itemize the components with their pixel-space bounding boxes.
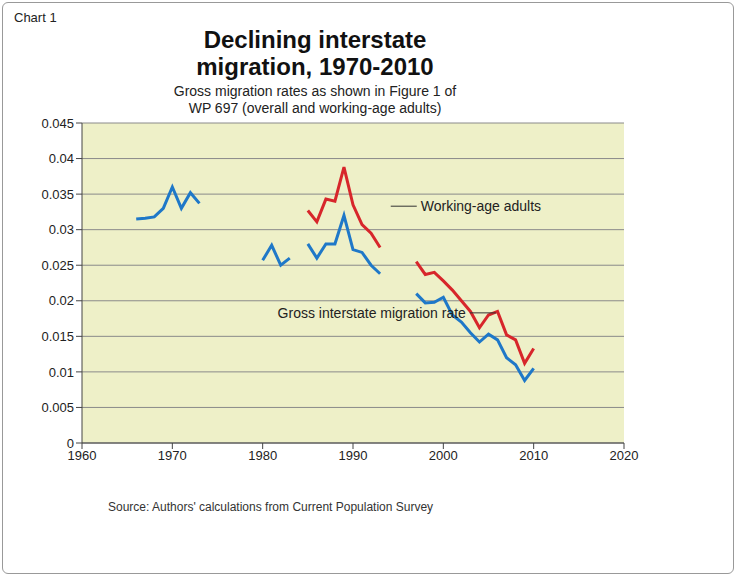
- svg-text:0.025: 0.025: [41, 258, 74, 273]
- html-text:Chart 1: Chart 1: [14, 10, 57, 25]
- svg-text:0.02: 0.02: [49, 293, 74, 308]
- svg-text:Working-age adults: Working-age adults: [421, 198, 541, 214]
- html-text:Declining interstate migration: Declining interstate migration, 1970-201…: [196, 26, 434, 80]
- svg-text:Gross interstate migration rat: Gross interstate migration rate: [278, 305, 467, 321]
- svg-text:2020: 2020: [610, 448, 639, 463]
- svg-text:1990: 1990: [339, 448, 368, 463]
- svg-text:0.005: 0.005: [41, 400, 74, 415]
- svg-text:0: 0: [67, 436, 74, 451]
- svg-text:0.03: 0.03: [49, 222, 74, 237]
- svg-text:0.045: 0.045: [41, 116, 74, 131]
- svg-text:2000: 2000: [429, 448, 458, 463]
- html-text:Source: Authors' calculations: Source: Authors' calculations from Curre…: [108, 500, 434, 514]
- svg-text:0.015: 0.015: [41, 329, 74, 344]
- svg-text:1970: 1970: [158, 448, 187, 463]
- svg-text:0.035: 0.035: [41, 187, 74, 202]
- svg-text:0.04: 0.04: [49, 151, 74, 166]
- svg-text:1960: 1960: [67, 448, 97, 464]
- svg-text:0.01: 0.01: [49, 365, 74, 380]
- html-text:Gross migration rates as shown: Gross migration rates as shown in Figure…: [173, 83, 457, 116]
- svg-text:1980: 1980: [248, 448, 277, 463]
- svg-text:2010: 2010: [519, 448, 548, 463]
